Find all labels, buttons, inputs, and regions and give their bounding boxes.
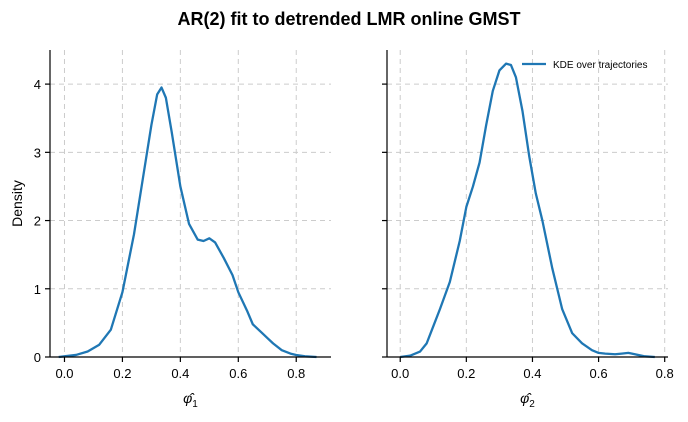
kde-curve [58, 86, 317, 359]
x-tick-label: 0.0 [391, 366, 409, 381]
x-tick-label: 0.8 [287, 366, 305, 381]
kde-curve [400, 62, 655, 359]
y-tick-label: 3 [34, 145, 41, 160]
right-subplot: 0.0 0.2 0.4 0.6 0.8 φ̂2 KDE over trajectories [382, 50, 674, 410]
y-tick-label: 1 [34, 282, 41, 297]
x-tick-label: 0.0 [55, 366, 73, 381]
x-tick-label: 0.2 [457, 366, 475, 381]
left-subplot: 0.0 0.2 0.4 0.6 0.8 0 1 2 3 4 φ̂1 Density [9, 50, 331, 410]
y-tick-label: 4 [34, 77, 41, 92]
x-tick-label: 0.4 [523, 366, 541, 381]
x-axis-label: φ̂2 [520, 390, 535, 410]
chart-title: AR(2) fit to detrended LMR online GMST [178, 9, 521, 29]
y-tick-label: 2 [34, 214, 41, 229]
x-tick-label: 0.2 [113, 366, 131, 381]
y-axis-label: Density [9, 180, 25, 227]
legend-label: KDE over trajectories [553, 60, 647, 71]
x-tick-label: 0.6 [590, 366, 608, 381]
x-tick-label: 0.4 [171, 366, 189, 381]
x-axis-label: φ̂1 [183, 390, 198, 410]
x-tick-label: 0.8 [656, 366, 674, 381]
y-tick-label: 0 [34, 350, 41, 365]
x-tick-label: 0.6 [229, 366, 247, 381]
